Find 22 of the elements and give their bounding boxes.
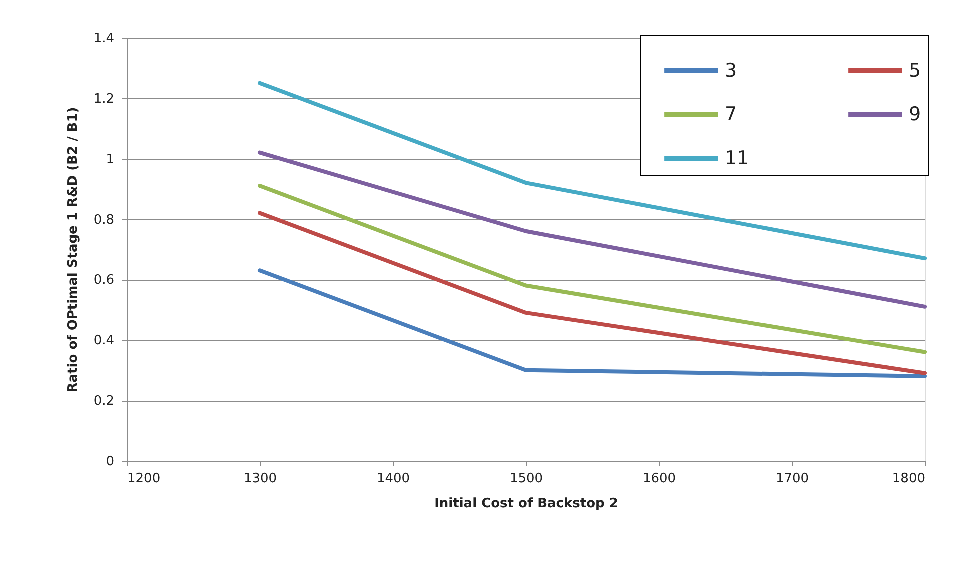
legend-label: 11 — [725, 148, 750, 170]
x-tick-label: 1300 — [244, 472, 278, 486]
legend-label: 9 — [909, 104, 922, 126]
y-tick-label: 1.2 — [94, 92, 114, 107]
x-axis-title: Initial Cost of Backstop 2 — [434, 496, 618, 512]
x-tick-label: 1700 — [776, 472, 810, 486]
y-axis-title: Ratio of OPtimal Stage 1 R&D (B2 / B1) — [66, 107, 81, 393]
y-tick-label: 0 — [106, 454, 114, 470]
x-tick-label: 1400 — [376, 472, 410, 486]
legend-label: 3 — [725, 60, 738, 82]
y-tick-label: 1 — [106, 152, 114, 168]
y-tick-label: 0.6 — [94, 273, 114, 288]
y-tick-label: 0.8 — [94, 212, 114, 228]
x-tick-label: 1200 — [128, 472, 161, 486]
legend-label: 5 — [909, 60, 922, 82]
y-tick-label: 0.4 — [94, 334, 114, 349]
x-tick-label: 1600 — [642, 472, 676, 486]
legend-label: 7 — [725, 104, 738, 126]
x-tick-label: 1800 — [892, 472, 926, 486]
y-tick-label: 0.2 — [94, 394, 114, 410]
x-tick-label: 1500 — [510, 472, 544, 486]
y-tick-label: 1.4 — [94, 32, 114, 46]
